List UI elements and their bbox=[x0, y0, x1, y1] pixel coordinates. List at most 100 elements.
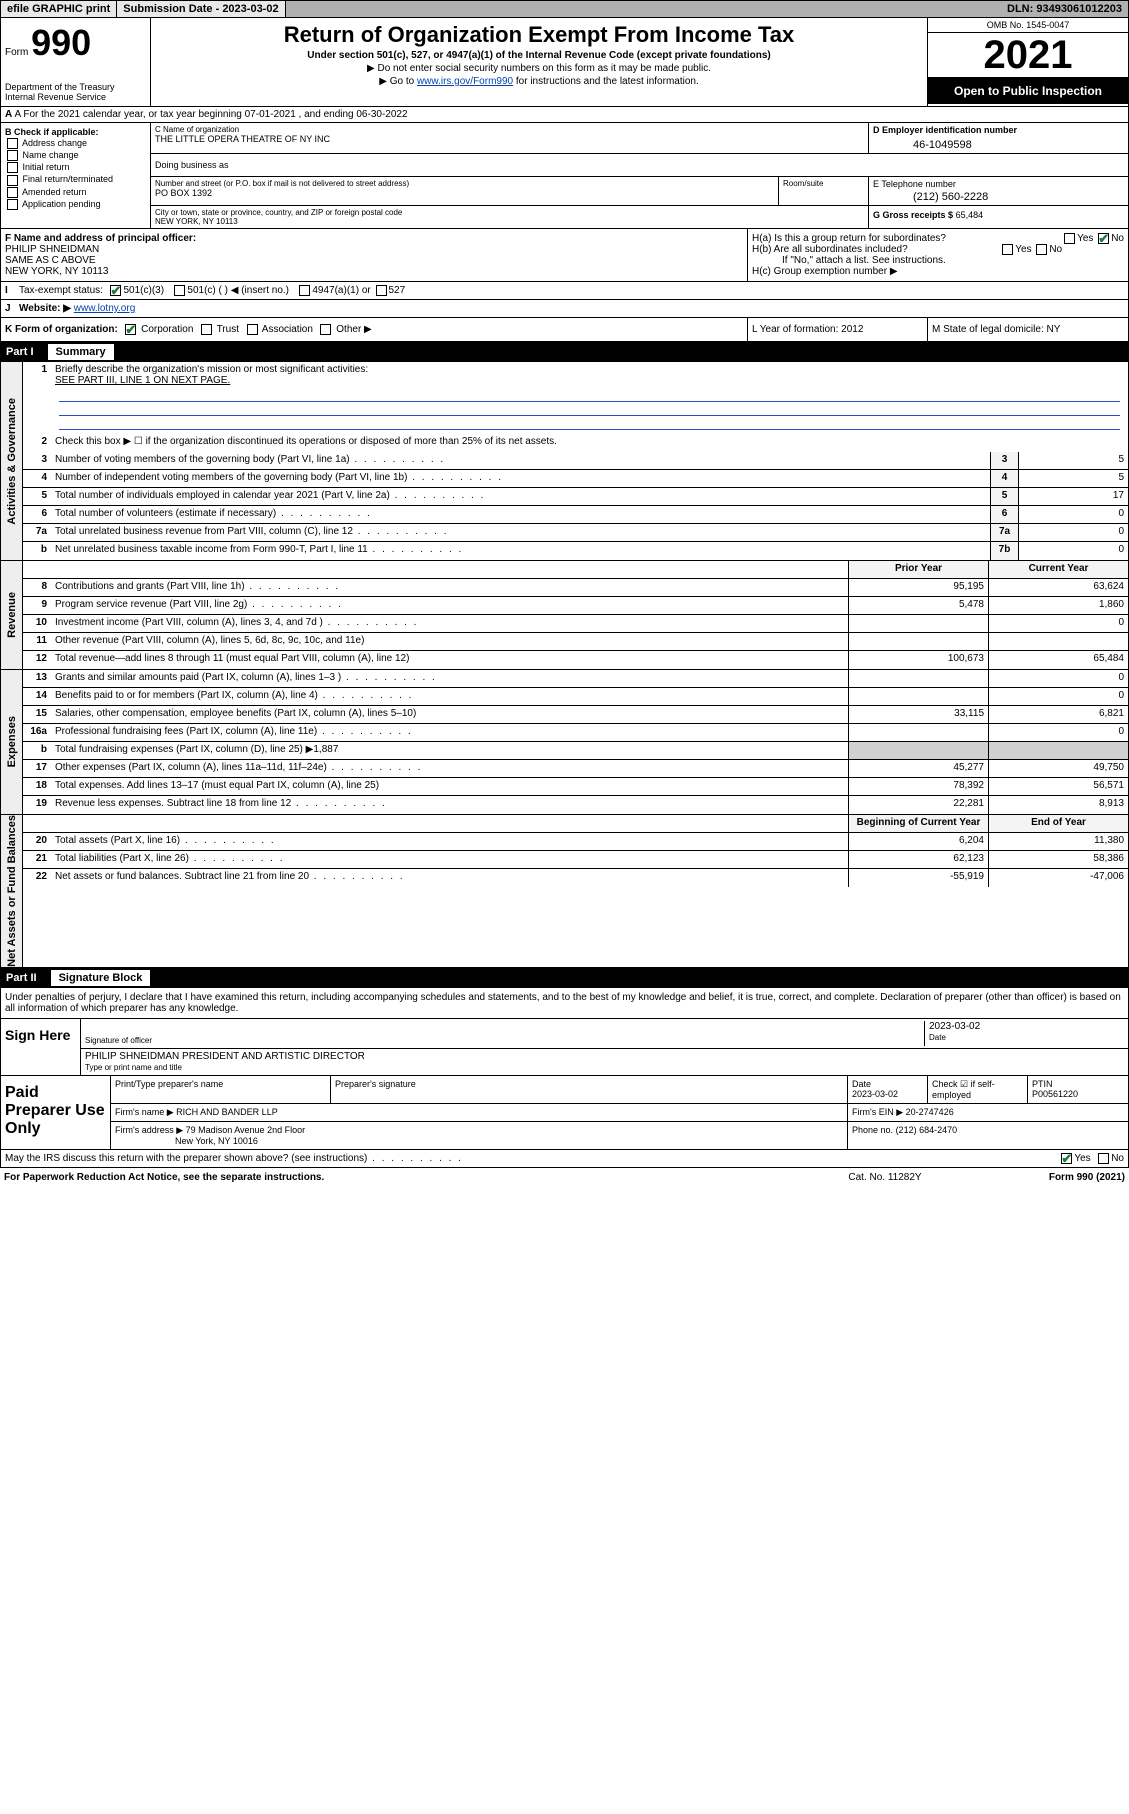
l15-desc: Salaries, other compensation, employee b… bbox=[51, 706, 848, 723]
discuss-yes[interactable] bbox=[1061, 1153, 1072, 1164]
chk-name-change[interactable]: Name change bbox=[5, 150, 146, 161]
room-label: Room/suite bbox=[778, 177, 868, 205]
l4-val: 5 bbox=[1018, 470, 1128, 487]
l8-desc: Contributions and grants (Part VIII, lin… bbox=[51, 579, 848, 596]
l6-desc: Total number of volunteers (estimate if … bbox=[51, 506, 990, 523]
l17-py: 45,277 bbox=[848, 760, 988, 777]
l18-desc: Total expenses. Add lines 13–17 (must eq… bbox=[51, 778, 848, 795]
sign-here-label: Sign Here bbox=[1, 1019, 81, 1075]
chk-amended-return[interactable]: Amended return bbox=[5, 187, 146, 198]
l3-desc: Number of voting members of the governin… bbox=[51, 452, 990, 469]
l15-py: 33,115 bbox=[848, 706, 988, 723]
gross-receipts-value: 65,484 bbox=[956, 210, 984, 220]
firm-name-label: Firm's name ▶ bbox=[115, 1107, 174, 1117]
l16a-desc: Professional fundraising fees (Part IX, … bbox=[51, 724, 848, 741]
l19-cy: 8,913 bbox=[988, 796, 1128, 814]
tax-year: 2021 bbox=[928, 33, 1128, 78]
l12-desc: Total revenue—add lines 8 through 11 (mu… bbox=[51, 651, 848, 669]
l11-cy bbox=[988, 633, 1128, 650]
tel-value: (212) 560-2228 bbox=[873, 189, 1124, 203]
l22-cy: -47,006 bbox=[988, 869, 1128, 887]
l12-cy: 65,484 bbox=[988, 651, 1128, 669]
city-value: NEW YORK, NY 10113 bbox=[155, 217, 864, 226]
chk-4947[interactable] bbox=[299, 285, 310, 296]
l19-py: 22,281 bbox=[848, 796, 988, 814]
chk-final-return[interactable]: Final return/terminated bbox=[5, 174, 146, 185]
dln-label: DLN: 93493061012203 bbox=[1001, 1, 1128, 17]
addr-value: PO BOX 1392 bbox=[155, 188, 774, 198]
hb-yes[interactable] bbox=[1002, 244, 1013, 255]
l16b-desc: Total fundraising expenses (Part IX, col… bbox=[51, 742, 848, 759]
l20-cy: 11,380 bbox=[988, 833, 1128, 850]
exp-tab: Expenses bbox=[6, 716, 18, 767]
l7b-val: 0 bbox=[1018, 542, 1128, 560]
chk-application-pending[interactable]: Application pending bbox=[5, 199, 146, 210]
row-a-tax-year: A A For the 2021 calendar year, or tax y… bbox=[0, 107, 1129, 123]
l7b-desc: Net unrelated business taxable income fr… bbox=[51, 542, 990, 560]
org-name: THE LITTLE OPERA THEATRE OF NY INC bbox=[155, 134, 864, 144]
efile-print-button[interactable]: efile GRAPHIC print bbox=[1, 1, 117, 17]
irs-link[interactable]: www.irs.gov/Form990 bbox=[417, 76, 513, 87]
officer-addr1: SAME AS C ABOVE bbox=[5, 255, 743, 266]
chk-501c[interactable] bbox=[174, 285, 185, 296]
submission-date-button[interactable]: Submission Date - 2023-03-02 bbox=[117, 1, 285, 17]
l16a-cy: 0 bbox=[988, 724, 1128, 741]
l8-py: 95,195 bbox=[848, 579, 988, 596]
chk-527[interactable] bbox=[376, 285, 387, 296]
l17-cy: 49,750 bbox=[988, 760, 1128, 777]
form-number: 990 bbox=[31, 22, 91, 63]
l20-py: 6,204 bbox=[848, 833, 988, 850]
l9-desc: Program service revenue (Part VIII, line… bbox=[51, 597, 848, 614]
firm-name: RICH AND BANDER LLP bbox=[176, 1107, 278, 1117]
website-link[interactable]: www.lotny.org bbox=[74, 303, 136, 314]
l5-desc: Total number of individuals employed in … bbox=[51, 488, 990, 505]
governance-section: Activities & Governance 1 Briefly descri… bbox=[0, 362, 1129, 561]
l12-py: 100,673 bbox=[848, 651, 988, 669]
l6-val: 0 bbox=[1018, 506, 1128, 523]
row-k: K Form of organization: Corporation Trus… bbox=[0, 318, 1129, 342]
ha-no[interactable] bbox=[1098, 233, 1109, 244]
discuss-no[interactable] bbox=[1098, 1153, 1109, 1164]
hb-note: If "No," attach a list. See instructions… bbox=[752, 255, 1124, 266]
firm-ein-label: Firm's EIN ▶ bbox=[852, 1107, 903, 1117]
l9-cy: 1,860 bbox=[988, 597, 1128, 614]
form-label: Form bbox=[5, 47, 28, 58]
hdr-current-year: Current Year bbox=[988, 561, 1128, 578]
l10-desc: Investment income (Part VIII, column (A)… bbox=[51, 615, 848, 632]
sig-officer-label: Signature of officer bbox=[85, 1036, 152, 1045]
hdr-prior-year: Prior Year bbox=[848, 561, 988, 578]
chk-501c3[interactable] bbox=[110, 285, 121, 296]
ha-label: H(a) Is this a group return for subordin… bbox=[752, 233, 946, 244]
expenses-section: Expenses 13Grants and similar amounts pa… bbox=[0, 670, 1129, 815]
chk-initial-return[interactable]: Initial return bbox=[5, 162, 146, 173]
note-goto-pre: ▶ Go to bbox=[379, 76, 417, 87]
signature-block: Under penalties of perjury, I declare th… bbox=[0, 988, 1129, 1150]
chk-corp[interactable] bbox=[125, 324, 136, 335]
chk-assoc[interactable] bbox=[247, 324, 258, 335]
open-inspection: Open to Public Inspection bbox=[928, 78, 1128, 104]
chk-other[interactable] bbox=[320, 324, 331, 335]
l11-py bbox=[848, 633, 988, 650]
l13-py bbox=[848, 670, 988, 687]
l22-desc: Net assets or fund balances. Subtract li… bbox=[51, 869, 848, 887]
ha-yes[interactable] bbox=[1064, 233, 1075, 244]
prep-ptin: P00561220 bbox=[1032, 1089, 1078, 1099]
l13-cy: 0 bbox=[988, 670, 1128, 687]
l7a-val: 0 bbox=[1018, 524, 1128, 541]
chk-trust[interactable] bbox=[201, 324, 212, 335]
firm-phone-label: Phone no. bbox=[852, 1125, 893, 1135]
l14-py bbox=[848, 688, 988, 705]
prep-date: 2023-03-02 bbox=[852, 1089, 898, 1099]
l1-value: SEE PART III, LINE 1 ON NEXT PAGE. bbox=[55, 375, 230, 386]
org-name-label: C Name of organization bbox=[155, 125, 864, 134]
l19-desc: Revenue less expenses. Subtract line 18 … bbox=[51, 796, 848, 814]
prep-ptin-label: PTIN bbox=[1032, 1079, 1053, 1089]
tel-label: E Telephone number bbox=[873, 179, 1124, 189]
hb-no[interactable] bbox=[1036, 244, 1047, 255]
section-bcdefg: B Check if applicable: Address change Na… bbox=[0, 123, 1129, 229]
l16a-py bbox=[848, 724, 988, 741]
l13-desc: Grants and similar amounts paid (Part IX… bbox=[51, 670, 848, 687]
gov-tab: Activities & Governance bbox=[6, 398, 18, 525]
dept-label: Department of the Treasury Internal Reve… bbox=[5, 82, 146, 102]
chk-address-change[interactable]: Address change bbox=[5, 138, 146, 149]
